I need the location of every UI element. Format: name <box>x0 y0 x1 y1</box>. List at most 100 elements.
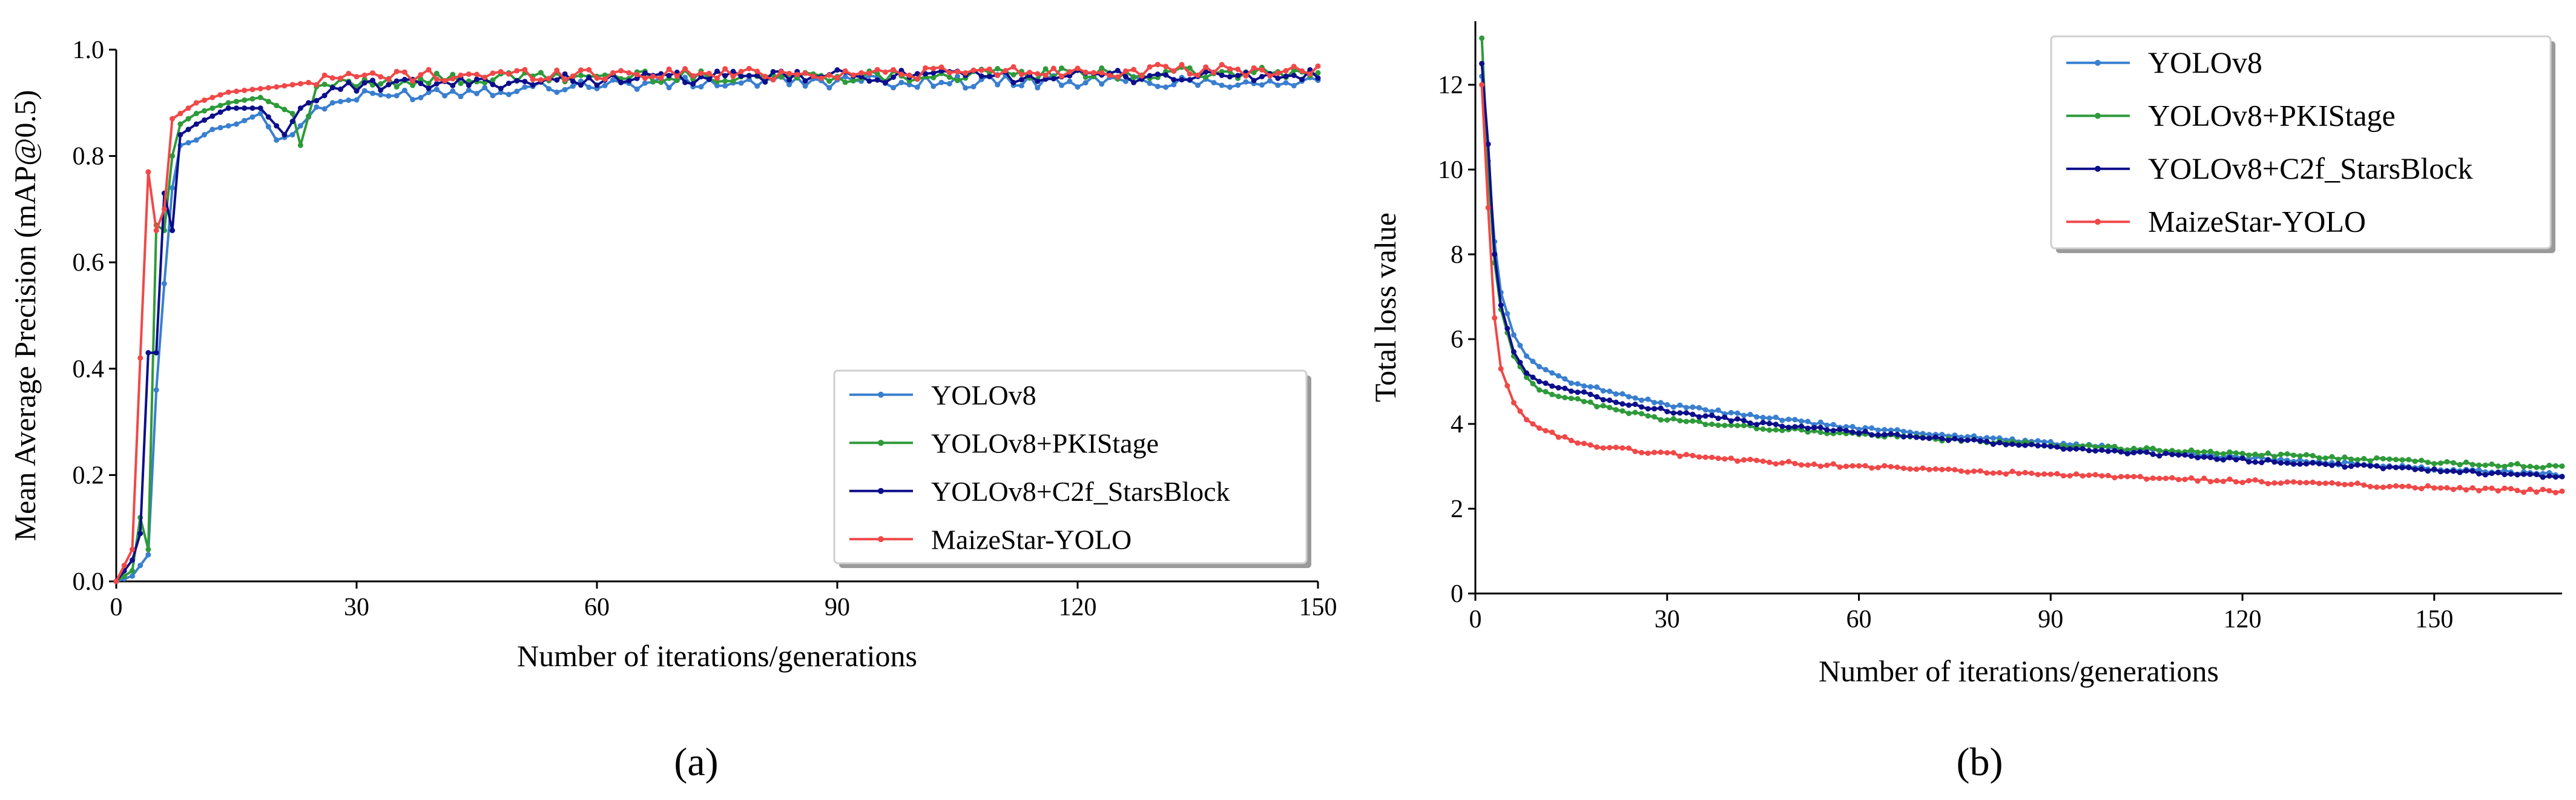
data-point <box>185 127 191 133</box>
data-point <box>1658 405 1664 411</box>
data-point <box>257 105 263 111</box>
data-point <box>202 108 208 114</box>
data-point <box>1155 71 1161 78</box>
x-tick-label: 30 <box>344 593 369 621</box>
data-point <box>265 99 271 105</box>
data-point <box>1613 407 1619 413</box>
data-point <box>1926 466 1932 472</box>
data-point <box>1958 468 1964 474</box>
data-point <box>1107 73 1113 79</box>
y-tick-label: 0.4 <box>73 355 105 383</box>
data-point <box>338 86 343 92</box>
data-point <box>562 87 568 93</box>
data-point <box>2131 474 2137 480</box>
data-point <box>1670 404 1676 410</box>
legend-box <box>833 369 1308 564</box>
data-point <box>1984 435 1990 441</box>
data-point <box>177 121 183 127</box>
data-point <box>538 70 544 76</box>
data-point <box>2534 472 2540 477</box>
data-point <box>1817 425 1823 431</box>
data-point <box>490 77 496 83</box>
data-point <box>923 65 929 71</box>
data-point <box>1677 453 1683 459</box>
data-point <box>1203 69 1209 75</box>
data-point <box>1785 458 1791 464</box>
data-point <box>2322 461 2328 468</box>
data-point <box>1997 470 2003 476</box>
data-point <box>1977 438 1983 444</box>
data-point <box>906 72 912 78</box>
data-point <box>1824 422 1830 428</box>
data-point <box>2476 488 2482 494</box>
data-point <box>1773 461 1779 467</box>
data-point <box>1537 425 1543 431</box>
data-point <box>1600 397 1606 403</box>
data-point <box>2387 456 2393 462</box>
data-point <box>1504 326 1510 331</box>
data-point <box>1664 402 1670 408</box>
data-point <box>1524 417 1529 423</box>
data-point <box>834 75 840 81</box>
data-point <box>329 85 335 91</box>
data-point <box>1741 457 1747 463</box>
data-point <box>1760 414 1766 420</box>
data-point <box>314 104 320 110</box>
data-point <box>2348 456 2354 462</box>
data-point <box>1952 435 1958 441</box>
data-point <box>874 71 880 76</box>
data-point <box>450 88 456 94</box>
data-point <box>2469 468 2476 474</box>
data-point <box>2380 456 2386 461</box>
data-point <box>410 78 416 84</box>
data-point <box>2469 461 2476 468</box>
data-point <box>361 72 367 78</box>
data-point <box>1075 84 1081 90</box>
data-point <box>674 78 680 84</box>
data-point <box>2054 471 2060 477</box>
data-point <box>1709 454 1715 460</box>
data-point <box>2514 488 2520 494</box>
data-point <box>1099 81 1105 87</box>
data-point <box>2297 453 2303 459</box>
data-point <box>770 69 776 74</box>
data-point <box>2552 474 2558 480</box>
data-point <box>851 72 856 78</box>
data-point <box>2124 474 2130 480</box>
data-point <box>217 102 223 108</box>
data-point <box>474 91 479 96</box>
data-point <box>1690 418 1696 424</box>
data-point <box>450 82 456 88</box>
data-point <box>242 117 248 124</box>
data-point <box>2489 461 2495 467</box>
data-point <box>1307 71 1313 77</box>
data-point <box>329 75 335 81</box>
data-point <box>754 73 760 79</box>
data-point <box>1754 414 1760 420</box>
data-point <box>1869 465 1875 471</box>
y-tick-label: 6 <box>1451 326 1463 354</box>
data-point <box>602 82 608 88</box>
data-point <box>1607 405 1613 411</box>
data-point <box>2118 474 2124 480</box>
data-point <box>1067 69 1073 75</box>
data-point <box>866 70 872 76</box>
data-point <box>923 71 929 77</box>
data-point <box>265 114 271 120</box>
data-point <box>2144 445 2150 451</box>
data-point <box>2329 480 2335 486</box>
data-point <box>1082 74 1089 80</box>
data-point <box>1524 353 1529 359</box>
series-yolov8-c2f-starsblock <box>1479 61 2565 480</box>
legend-label: MaizeStar-YOLO <box>2148 204 2366 238</box>
data-point <box>2546 473 2552 479</box>
x-axis-label: Number of iterations/generations <box>517 639 917 673</box>
data-point <box>1067 73 1073 79</box>
data-point <box>570 73 576 79</box>
data-point <box>1888 431 1894 437</box>
y-axis-label: Total loss value <box>1368 213 1402 402</box>
data-point <box>754 68 760 74</box>
data-point <box>1939 432 1945 437</box>
data-point <box>1645 396 1651 402</box>
y-tick-label: 4 <box>1451 411 1463 438</box>
